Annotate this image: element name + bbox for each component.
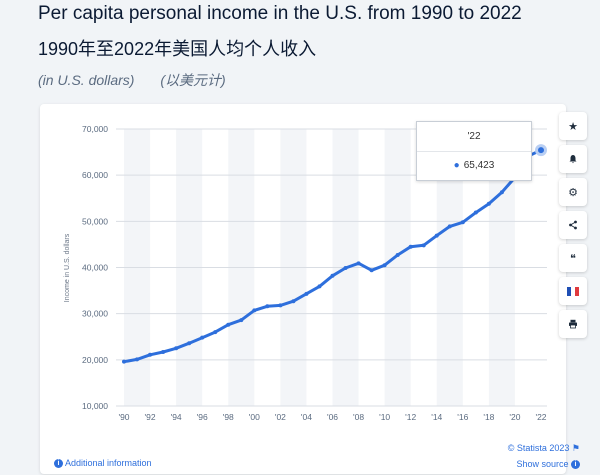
chart-title-chinese: 1990年至2022年美国人均个人收入 <box>38 39 317 59</box>
data-point[interactable] <box>343 265 348 270</box>
x-tick-label: '10 <box>379 412 390 422</box>
subtitle-english: (in U.S. dollars) <box>38 72 135 88</box>
y-tick-label: 10,000 <box>82 401 108 411</box>
data-point[interactable] <box>161 349 166 354</box>
data-point[interactable] <box>421 243 426 248</box>
x-tick-labels: '90 '92 '94 '96 '98 '00 '02 '04 '06 '08 '10 '12 '14 '… <box>118 412 546 422</box>
gear-icon[interactable]: ⚙ <box>559 178 587 206</box>
subtitle-chinese: (以美元计) <box>160 72 226 88</box>
y-tick-label: 40,000 <box>82 263 108 273</box>
data-point[interactable] <box>330 273 335 278</box>
y-tick-label: 70,000 <box>82 124 108 134</box>
data-point[interactable] <box>239 318 244 323</box>
data-point[interactable] <box>174 346 179 351</box>
y-tick-labels: 10,000 20,000 30,000 40,000 50,000 60,000 70,0… <box>82 124 108 411</box>
x-tick-label: '18 <box>483 412 494 422</box>
data-point[interactable] <box>213 330 218 335</box>
print-icon[interactable] <box>559 310 587 338</box>
y-tick-label: 50,000 <box>82 216 108 226</box>
data-point[interactable] <box>369 268 374 273</box>
flag-icon[interactable] <box>559 277 587 305</box>
data-point[interactable] <box>356 261 361 266</box>
data-point[interactable] <box>187 341 192 346</box>
x-tick-label: '22 <box>535 412 546 422</box>
chart-subtitle: (in U.S. dollars) (以美元计) <box>38 70 248 90</box>
x-tick-label: '16 <box>457 412 468 422</box>
quote-icon[interactable]: ❝ <box>559 244 587 272</box>
share-icon[interactable] <box>559 211 587 239</box>
y-axis-label: Income in U.S. dollars <box>64 233 71 302</box>
data-point[interactable] <box>486 201 491 206</box>
x-tick-label: '90 <box>118 412 129 422</box>
x-tick-label: '06 <box>327 412 338 422</box>
x-tick-label: '12 <box>405 412 416 422</box>
data-point[interactable] <box>460 220 465 225</box>
data-point[interactable] <box>434 233 439 238</box>
source-info-icon: i <box>571 460 580 470</box>
x-tick-label: '92 <box>145 412 156 422</box>
data-point[interactable] <box>265 304 270 309</box>
data-point[interactable] <box>135 357 140 362</box>
data-point[interactable] <box>252 308 257 313</box>
data-point[interactable] <box>499 190 504 195</box>
x-tick-label: '00 <box>249 412 260 422</box>
info-icon: i <box>54 459 63 469</box>
toolbar: ★ ⚙ ❝ <box>559 112 587 343</box>
additional-information-label: Additional information <box>65 458 152 468</box>
x-tick-label: '96 <box>197 412 208 422</box>
tooltip-value-row: ● 65,423 <box>417 152 531 180</box>
data-point[interactable] <box>148 352 153 357</box>
x-tick-label: '98 <box>223 412 234 422</box>
data-point[interactable] <box>473 210 478 215</box>
x-tick-label: '04 <box>301 412 312 422</box>
data-point[interactable] <box>304 291 309 296</box>
statista-credit-label: © Statista 2023 <box>507 443 570 453</box>
data-point[interactable] <box>200 335 205 340</box>
tooltip-value: 65,423 <box>463 160 495 171</box>
x-tick-label: '08 <box>353 412 364 422</box>
data-tooltip: '22 ● 65,423 <box>416 121 532 181</box>
x-tick-label: '02 <box>275 412 286 422</box>
data-point[interactable] <box>395 253 400 258</box>
show-source-link[interactable]: Show source i <box>516 459 580 470</box>
data-point[interactable] <box>278 303 283 308</box>
data-point[interactable] <box>382 263 387 268</box>
additional-information-link[interactable]: i Additional information <box>54 458 152 469</box>
highlighted-data-point[interactable] <box>535 144 547 157</box>
star-icon[interactable]: ★ <box>559 112 587 140</box>
data-point[interactable] <box>408 244 413 249</box>
x-tick-label: '20 <box>509 412 520 422</box>
x-tick-label: '14 <box>431 412 442 422</box>
y-tick-label: 20,000 <box>82 355 108 365</box>
chart-title: Per capita personal income in the U.S. f… <box>38 3 522 24</box>
bell-icon[interactable] <box>559 145 587 173</box>
y-tick-label: 30,000 <box>82 309 108 319</box>
data-point[interactable] <box>122 359 126 364</box>
y-tick-label: 60,000 <box>82 170 108 180</box>
data-point[interactable] <box>291 299 296 304</box>
tooltip-dot-icon: ● <box>453 160 460 171</box>
x-tick-label: '94 <box>171 412 182 422</box>
statista-credit[interactable]: © Statista 2023 ⚑ <box>508 443 580 454</box>
data-point[interactable] <box>226 322 231 327</box>
flag-small-icon: ⚑ <box>571 443 580 453</box>
show-source-label: Show source <box>516 459 569 469</box>
tooltip-year: '22 <box>417 122 531 152</box>
data-point[interactable] <box>317 284 322 289</box>
data-point[interactable] <box>447 224 452 229</box>
